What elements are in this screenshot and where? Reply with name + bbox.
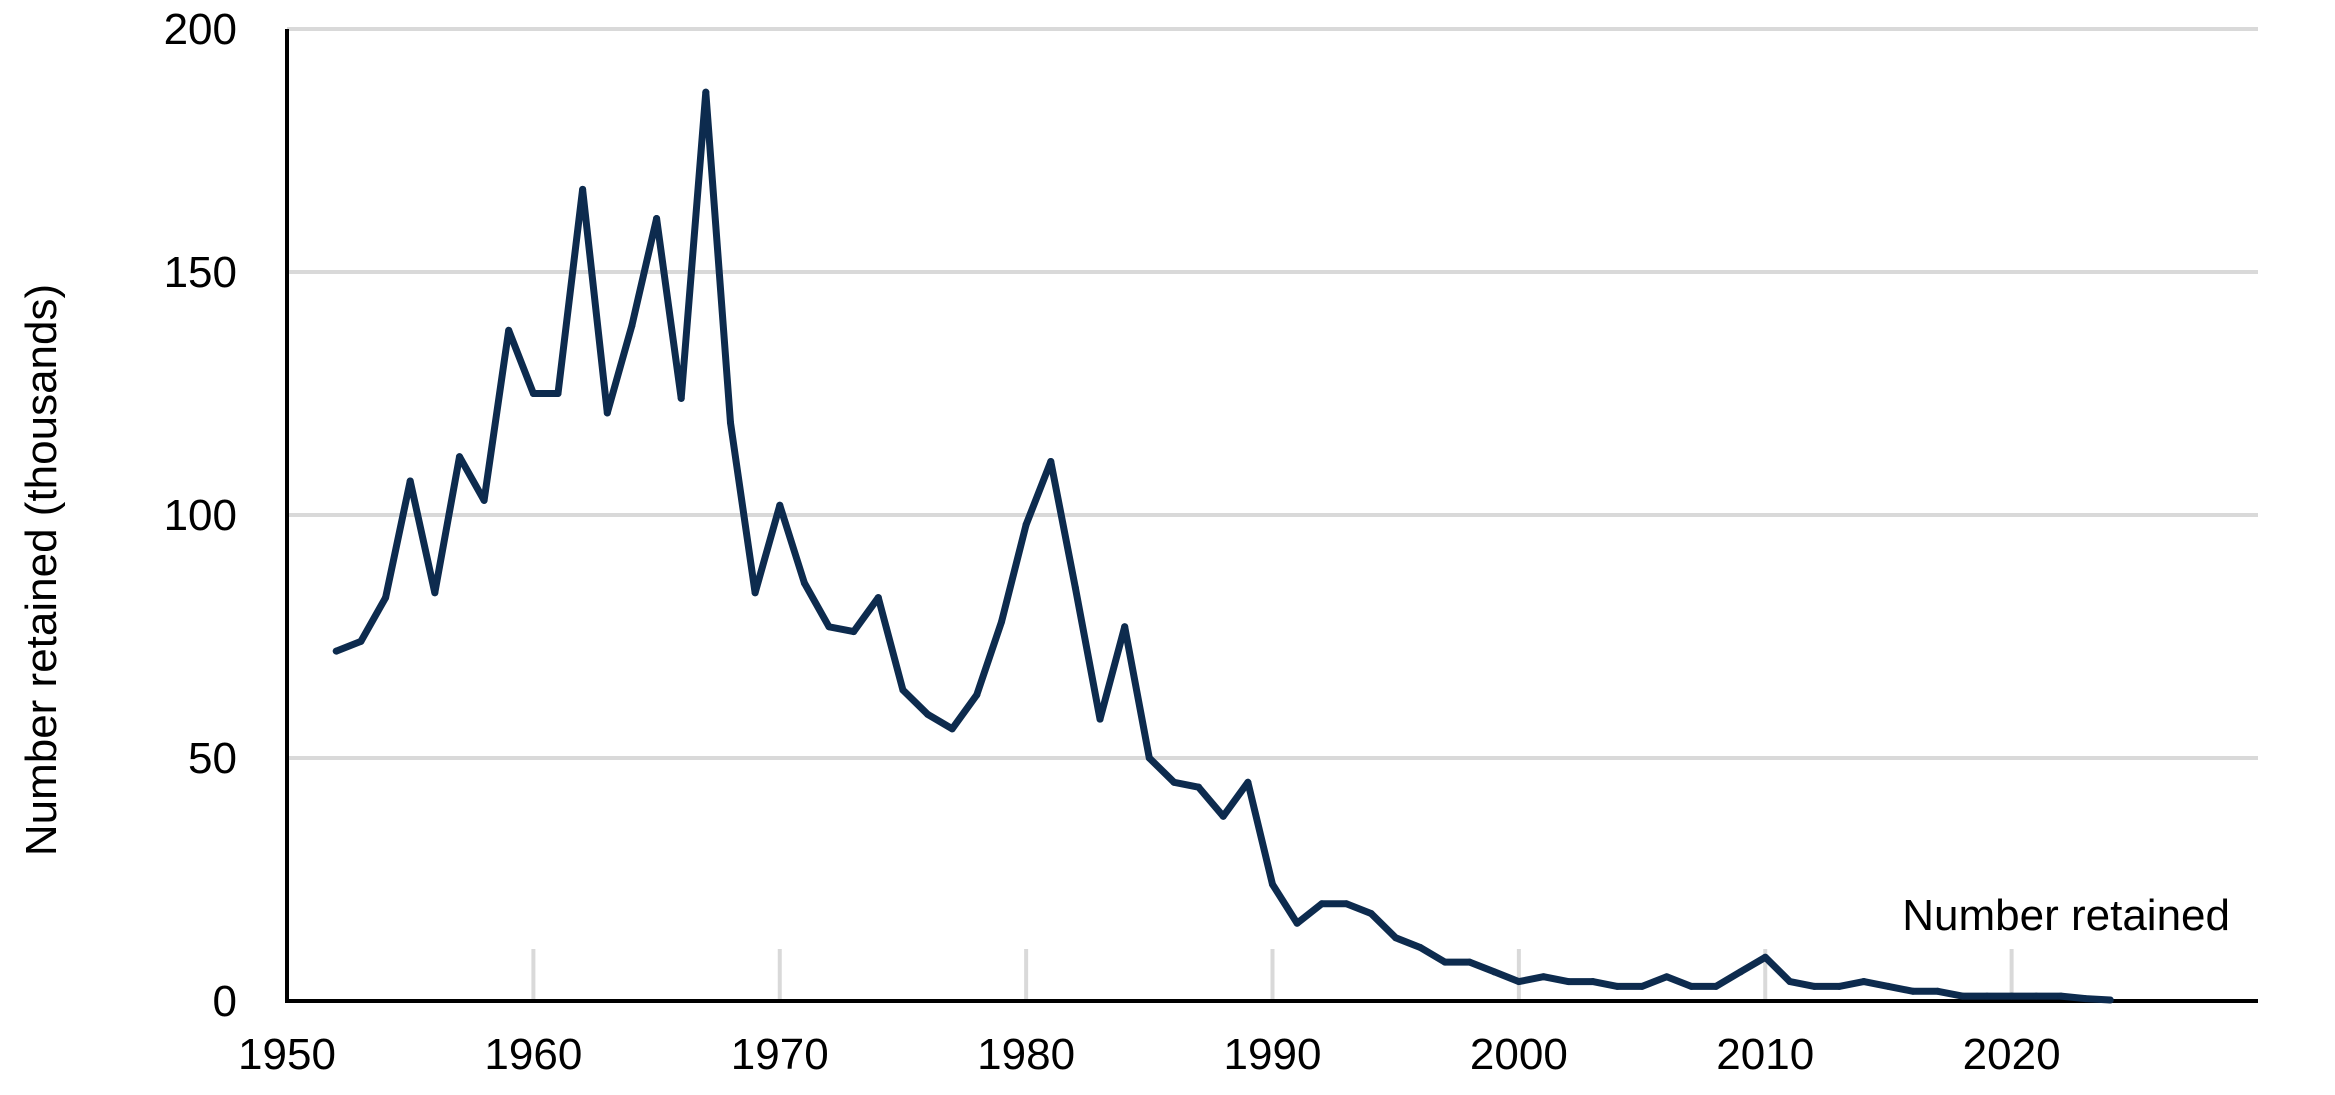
data-point <box>1244 778 1252 786</box>
series-label: Number retained <box>1902 891 2230 940</box>
data-point <box>899 686 907 694</box>
data-point <box>2106 996 2114 1004</box>
data-point <box>1515 978 1523 986</box>
data-point <box>1909 987 1917 995</box>
data-point <box>726 419 734 427</box>
data-point <box>924 710 932 718</box>
data-point <box>332 647 340 655</box>
data-point <box>1318 900 1326 908</box>
data-point <box>1121 623 1129 631</box>
data-point <box>455 453 463 461</box>
data-point <box>1342 900 1350 908</box>
data-point <box>825 623 833 631</box>
data-point <box>1983 992 1991 1000</box>
data-point <box>677 394 685 402</box>
x-tick-marks <box>531 949 2014 1001</box>
data-point <box>1466 958 1474 966</box>
data-point <box>1835 982 1843 990</box>
data-point <box>529 390 537 397</box>
x-tick-labels: 1950 1960 1970 1980 1990 2000 2010 2020 <box>238 1030 2061 1079</box>
data-point <box>1860 978 1868 986</box>
data-point <box>1392 934 1400 942</box>
data-point <box>1564 978 1572 986</box>
data-point <box>1663 973 1671 981</box>
data-point <box>702 88 710 96</box>
y-axis-title: Number retained (thousands) <box>17 284 66 856</box>
y-tick-label: 50 <box>188 734 237 783</box>
y-tick-label: 200 <box>164 5 237 54</box>
data-point <box>628 321 636 329</box>
data-point <box>1416 944 1424 952</box>
data-point <box>1170 778 1178 786</box>
data-point <box>1958 992 1966 1000</box>
y-tick-label: 100 <box>164 491 237 540</box>
data-point <box>1737 968 1745 976</box>
gridlines <box>287 27 2258 760</box>
data-point <box>850 628 858 636</box>
data-point <box>1712 982 1720 990</box>
x-tick-label: 2000 <box>1470 1030 1568 1079</box>
x-tick-label: 2010 <box>1716 1030 1814 1079</box>
data-point <box>973 691 981 699</box>
data-point <box>1613 982 1621 990</box>
data-point <box>1293 919 1301 927</box>
data-point <box>1540 973 1548 981</box>
data-point <box>357 637 365 645</box>
y-tick-labels: 0 50 100 150 200 <box>164 5 237 1026</box>
data-point <box>554 390 562 397</box>
data-point <box>1219 812 1227 820</box>
data-point <box>2057 992 2065 1000</box>
data-points <box>332 88 2114 1004</box>
data-point <box>1441 958 1449 966</box>
data-point <box>1589 978 1597 986</box>
data-point <box>751 589 759 597</box>
data-point <box>1047 458 1055 466</box>
data-point <box>776 501 784 509</box>
y-tick-label: 150 <box>164 248 237 297</box>
data-point <box>480 496 488 504</box>
x-tick-label: 1990 <box>1224 1030 1322 1079</box>
data-point <box>1638 982 1646 990</box>
data-point <box>653 215 661 223</box>
series-line-number-retained <box>332 88 2114 1004</box>
x-tick-label: 2020 <box>1963 1030 2061 1079</box>
data-point <box>2008 992 2016 1000</box>
data-point <box>406 477 414 485</box>
data-point <box>948 725 956 733</box>
data-point <box>2082 995 2090 1003</box>
x-tick-label: 1980 <box>977 1030 1075 1079</box>
x-tick-label: 1950 <box>238 1030 336 1079</box>
data-point <box>1269 880 1276 888</box>
data-point <box>800 579 808 587</box>
data-point <box>1761 953 1769 961</box>
data-point <box>431 589 439 597</box>
data-point <box>1071 584 1079 592</box>
data-point <box>579 185 587 193</box>
data-point <box>1811 982 1819 990</box>
x-tick-label: 1970 <box>731 1030 829 1079</box>
data-point <box>1367 910 1375 918</box>
data-point <box>505 326 513 334</box>
data-point <box>1786 978 1794 986</box>
data-point <box>1096 715 1104 723</box>
data-point <box>1687 982 1695 990</box>
data-point <box>603 409 611 417</box>
data-point <box>382 594 390 602</box>
y-tick-label: 0 <box>213 977 237 1026</box>
data-point <box>997 618 1005 626</box>
data-point <box>2032 992 2040 1000</box>
data-point <box>1145 754 1153 762</box>
x-tick-label: 1960 <box>484 1030 582 1079</box>
data-point <box>1195 783 1203 791</box>
data-point <box>1022 521 1030 529</box>
data-point <box>1490 968 1498 976</box>
data-point <box>874 594 882 602</box>
data-point <box>1884 982 1892 990</box>
data-point <box>1934 987 1942 995</box>
